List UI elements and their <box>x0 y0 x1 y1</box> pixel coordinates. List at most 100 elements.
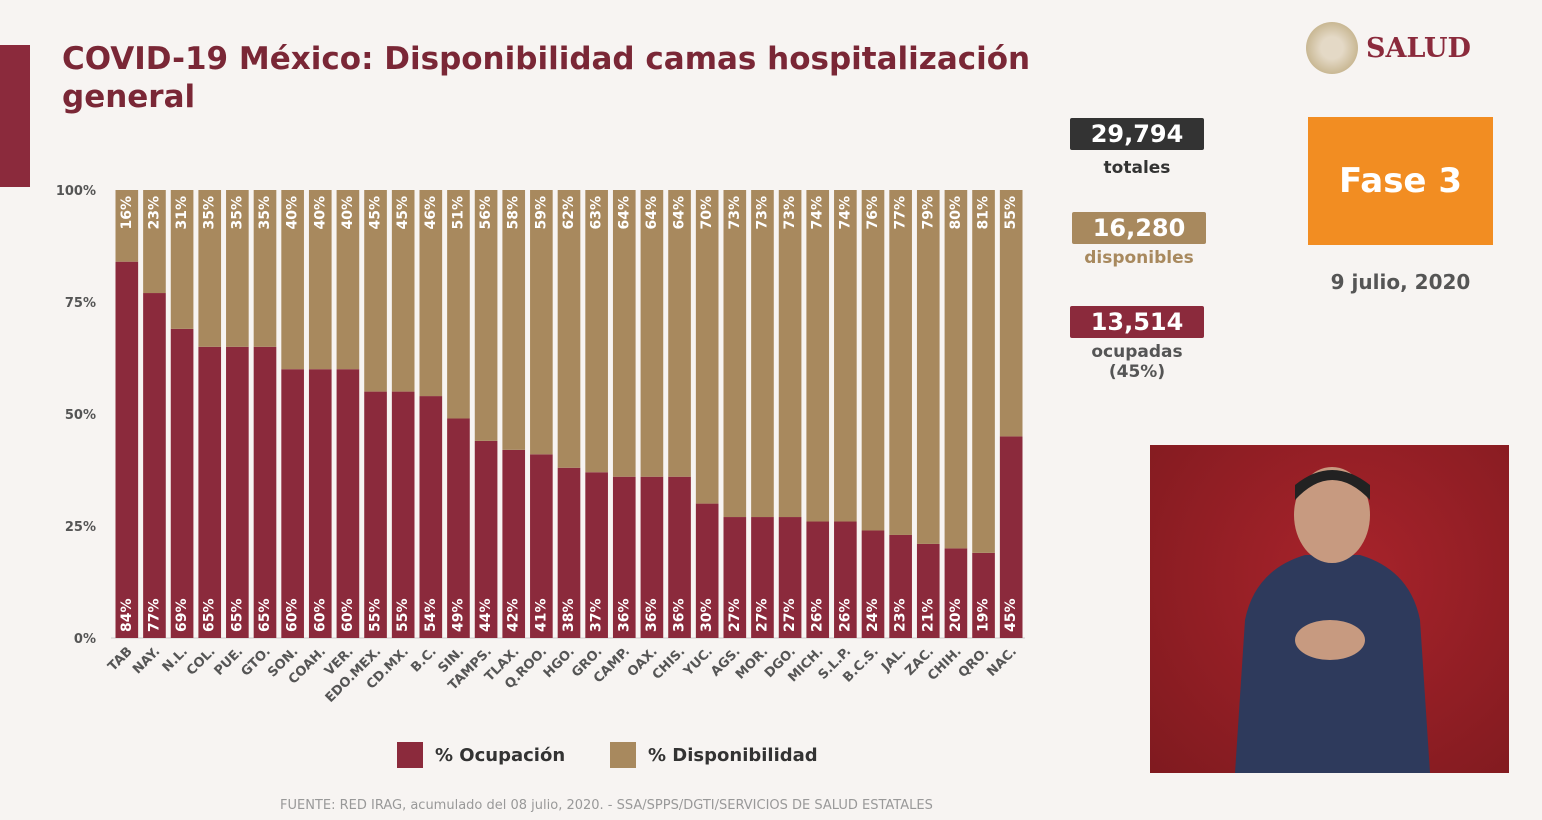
data-label-disponibilidad: 45% <box>395 196 411 230</box>
y-tick-label: 50% <box>65 408 96 423</box>
bar-disponibilidad <box>143 190 166 294</box>
data-label-ocupacion: 23% <box>893 598 909 632</box>
totales-value: 29,794 <box>1070 118 1204 150</box>
legend-label-disponibilidad: % Disponibilidad <box>648 744 818 766</box>
bar-ocupacion <box>778 517 802 638</box>
bar-disponibilidad <box>557 190 581 468</box>
data-label-ocupacion: 45% <box>1003 598 1019 632</box>
data-label-ocupacion: 26% <box>837 598 853 632</box>
data-label-ocupacion: 77% <box>146 598 162 632</box>
data-label-disponibilidad: 64% <box>644 196 660 230</box>
bar-ocupacion <box>585 472 608 638</box>
data-label-disponibilidad: 64% <box>672 196 688 230</box>
stat-disponibles: 16,280 disponibles <box>1072 212 1206 268</box>
data-label-ocupacion: 36% <box>616 598 632 632</box>
accent-bar <box>0 45 30 187</box>
bar-ocupacion <box>170 328 194 638</box>
data-label-ocupacion: 55% <box>395 598 411 632</box>
data-label-disponibilidad: 81% <box>976 196 992 230</box>
data-label-disponibilidad: 74% <box>837 196 853 230</box>
data-label-disponibilidad: 51% <box>450 196 466 230</box>
bar-ocupacion <box>640 476 664 638</box>
bar-disponibilidad <box>253 190 277 347</box>
bar-disponibilidad <box>308 190 332 370</box>
stat-totales: 29,794 totales <box>1070 118 1204 178</box>
bar-disponibilidad <box>723 190 747 518</box>
bar-ocupacion <box>834 521 857 638</box>
bar-disponibilidad <box>530 190 553 455</box>
data-label-ocupacion: 37% <box>589 598 605 632</box>
bar-ocupacion <box>557 467 581 638</box>
data-label-disponibilidad: 64% <box>616 196 632 230</box>
stat-ocupadas: 13,514 ocupadas (45%) <box>1070 306 1204 382</box>
x-tick-label: YUC. <box>680 644 716 680</box>
data-label-ocupacion: 26% <box>810 598 826 632</box>
data-label-ocupacion: 27% <box>754 598 770 632</box>
bar-ocupacion <box>474 440 498 638</box>
bar-ocupacion <box>695 503 719 638</box>
data-label-ocupacion: 55% <box>368 598 384 632</box>
salud-logo: SALUD <box>1306 22 1471 74</box>
bar-ocupacion <box>751 517 774 638</box>
bar-ocupacion <box>447 418 470 638</box>
bar-ocupacion <box>143 293 166 638</box>
legend-disponibilidad: % Disponibilidad <box>610 742 818 768</box>
bar-disponibilidad <box>778 190 802 518</box>
bar-ocupacion <box>916 543 940 638</box>
bar-ocupacion <box>612 476 636 638</box>
y-tick-label: 75% <box>65 296 96 311</box>
data-label-ocupacion: 60% <box>285 598 301 632</box>
data-label-disponibilidad: 40% <box>285 196 301 230</box>
seal-icon <box>1306 22 1358 74</box>
bar-ocupacion <box>889 534 912 638</box>
bar-ocupacion <box>668 476 691 638</box>
data-label-ocupacion: 65% <box>202 598 218 632</box>
data-label-disponibilidad: 77% <box>893 196 909 230</box>
data-label-disponibilidad: 40% <box>340 196 356 230</box>
x-tick-label: NAC. <box>984 644 1020 680</box>
bar-chart: 0% 25% 50% 75% 100% 84% 16% TAB 77% 23% NAY. 69% 31%… <box>56 184 1025 706</box>
data-label-disponibilidad: 73% <box>727 196 743 230</box>
bar-disponibilidad <box>336 190 360 370</box>
data-label-disponibilidad: 35% <box>257 196 273 230</box>
date-label: 9 julio, 2020 <box>1330 270 1471 294</box>
page-title: COVID-19 México: Disponibilidad camas ho… <box>62 41 1031 115</box>
data-label-disponibilidad: 35% <box>229 196 245 230</box>
data-label-ocupacion: 44% <box>478 598 494 632</box>
bar-disponibilidad <box>502 190 526 450</box>
legend-label-ocupacion: % Ocupación <box>435 744 566 766</box>
bar-disponibilidad <box>391 190 415 392</box>
bar-ocupacion <box>972 552 995 638</box>
data-label-ocupacion: 41% <box>533 598 549 632</box>
bar-disponibilidad <box>198 190 222 347</box>
data-label-disponibilidad: 73% <box>754 196 770 230</box>
bar-disponibilidad <box>668 190 691 477</box>
data-label-ocupacion: 24% <box>865 598 881 632</box>
bar-disponibilidad <box>889 190 912 535</box>
bar-disponibilidad <box>226 190 249 347</box>
bar-disponibilidad <box>474 190 498 441</box>
data-label-ocupacion: 69% <box>174 598 190 632</box>
data-label-ocupacion: 19% <box>976 598 992 632</box>
data-label-disponibilidad: 16% <box>119 196 135 230</box>
data-label-ocupacion: 84% <box>119 598 135 632</box>
bar-disponibilidad <box>806 190 830 522</box>
bar-ocupacion <box>391 391 415 638</box>
data-label-disponibilidad: 55% <box>1003 196 1019 230</box>
bar-disponibilidad <box>419 190 443 397</box>
bar-ocupacion <box>419 396 443 638</box>
bar-ocupacion <box>226 346 249 638</box>
bar-ocupacion <box>308 369 332 638</box>
data-label-disponibilidad: 63% <box>589 196 605 230</box>
source-note: FUENTE: RED IRAG, acumulado del 08 julio… <box>280 798 933 813</box>
bar-disponibilidad <box>999 190 1023 437</box>
ocupadas-value: 13,514 <box>1070 306 1204 338</box>
legend-ocupacion: % Ocupación <box>397 742 565 768</box>
bar-disponibilidad <box>834 190 857 522</box>
phase-badge: Fase 3 <box>1308 117 1493 245</box>
totales-label: totales <box>1103 158 1171 178</box>
bar-disponibilidad <box>916 190 940 544</box>
x-tick-label: NAY. <box>130 644 163 677</box>
x-tick-label: B.C. <box>408 644 439 675</box>
bar-ocupacion <box>944 548 968 638</box>
